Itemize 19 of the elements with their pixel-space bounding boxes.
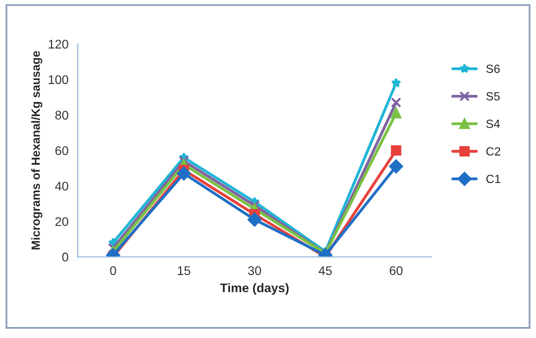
x-tick-label: 60	[390, 266, 403, 276]
legend-label: S6	[486, 64, 500, 73]
legend-label: C1	[486, 174, 500, 184]
legend-label: S5	[486, 92, 500, 100]
x-axis-title: Time (days)	[220, 283, 289, 295]
y-tick-label: 120	[48, 40, 68, 49]
y-tick-label: 0	[62, 252, 68, 262]
y-tick-label: 20	[55, 217, 68, 226]
x-tick-label: 30	[248, 266, 262, 276]
y-tick-label: 40	[55, 182, 68, 191]
y-axis-title: Micrograms of Hexanal/Kg sausage	[31, 51, 42, 250]
y-tick-label: 60	[55, 146, 68, 156]
x-tick-label: 15	[178, 266, 190, 276]
x-tick-label: 0	[110, 266, 116, 276]
y-tick-label: 100	[48, 75, 68, 84]
y-tick-label: 80	[55, 110, 68, 120]
x-tick-label: 45	[318, 266, 332, 276]
legend-label: C2	[486, 147, 500, 156]
legend-label: S4	[486, 120, 500, 128]
